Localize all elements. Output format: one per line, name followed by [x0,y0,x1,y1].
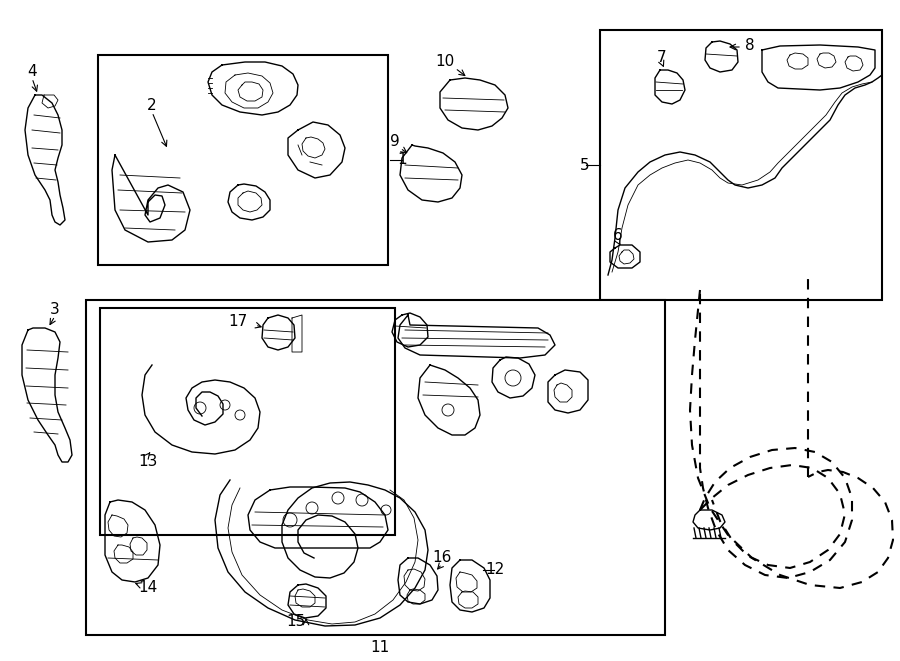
Text: 8: 8 [745,38,755,52]
Text: 15: 15 [286,615,306,629]
Text: 1: 1 [397,153,407,167]
Text: 11: 11 [371,641,390,656]
Text: 14: 14 [139,580,158,596]
Text: 10: 10 [436,54,454,69]
Text: 6: 6 [613,227,623,243]
Text: 9: 9 [390,134,400,149]
Bar [86,300,665,635]
Text: 5: 5 [580,157,590,173]
Bar [600,30,882,300]
Bar [98,55,388,265]
Text: 16: 16 [432,551,452,566]
Text: 13: 13 [139,455,158,469]
Text: 17: 17 [229,315,248,329]
Text: 7: 7 [657,50,667,65]
Text: 12: 12 [485,563,505,578]
Text: 2: 2 [148,98,157,112]
Text: 4: 4 [27,65,37,79]
Text: 3: 3 [50,303,60,317]
Bar [100,308,395,535]
